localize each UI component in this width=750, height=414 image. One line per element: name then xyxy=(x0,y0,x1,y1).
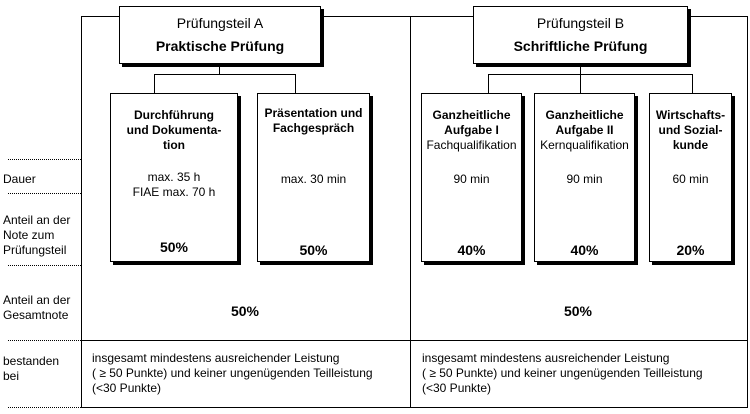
module-share: 40% xyxy=(457,242,486,258)
module-title-line: und Dokumenta- xyxy=(126,123,222,137)
row-label-dauer: Dauer xyxy=(3,172,36,187)
module-aufgabe-2: Ganzheitliche Aufgabe II Kernqualifikati… xyxy=(534,93,635,262)
frame-top-a-right xyxy=(320,16,410,17)
part-b-passing-condition: insgesamt mindestens ausreichender Leist… xyxy=(422,351,703,396)
part-a-subtitle: Praktische Prüfung xyxy=(155,38,285,54)
module-title-line: Ganzheitliche xyxy=(432,108,511,122)
separator-total xyxy=(81,340,748,341)
module-title-line: Ganzheitliche xyxy=(545,108,624,122)
frame-top-b-right xyxy=(688,16,748,17)
separator-dauer xyxy=(8,159,81,160)
module-praesentation: Präsentation und Fachgespräch max. 30 mi… xyxy=(257,93,370,262)
module-title-line: und Sozial- xyxy=(658,123,723,137)
connector-a-left xyxy=(154,74,155,94)
frame-right xyxy=(747,16,748,408)
part-b-header: Prüfungsteil B Schriftliche Prüfung xyxy=(473,6,688,64)
connector-b-bar xyxy=(488,74,693,75)
frame-middle xyxy=(410,16,411,408)
row-label-line: Note zum xyxy=(3,228,55,242)
module-title-line: tion xyxy=(163,138,185,152)
module-title-line: Präsentation und xyxy=(264,106,363,120)
connector-a-bar xyxy=(154,74,296,75)
module-share: 50% xyxy=(159,239,189,255)
frame-top-b-left xyxy=(410,16,473,17)
passing-line: insgesamt mindestens ausreichender Leist… xyxy=(422,351,670,365)
passing-line: insgesamt mindestens ausreichender Leist… xyxy=(92,351,340,365)
module-aufgabe-1: Ganzheitliche Aufgabe I Fachqualifikatio… xyxy=(421,93,522,262)
row-label-line: Anteil an der xyxy=(3,213,71,227)
module-share: 50% xyxy=(299,242,328,258)
module-duration: 90 min xyxy=(566,172,603,186)
row-label-line: Dauer xyxy=(3,172,36,186)
part-b-subtitle: Schriftliche Prüfung xyxy=(513,38,648,54)
module-share: 40% xyxy=(570,242,599,258)
connector-b-right xyxy=(692,74,693,94)
module-wiso: Wirtschafts- und Sozial- kunde 60 min 20… xyxy=(649,93,732,262)
row-label-anteil-gesamt: Anteil an der Gesamtnote xyxy=(3,293,70,323)
row-label-bestanden: bestanden bei xyxy=(3,354,59,384)
module-title-line: Durchführung xyxy=(134,108,214,122)
connector-a-stem xyxy=(219,64,220,74)
module-title-line: Fachgespräch xyxy=(272,121,355,135)
separator-anteil-gesamt xyxy=(8,265,81,266)
connector-b-mid xyxy=(580,74,581,94)
connector-b-left xyxy=(488,74,489,94)
row-label-line: Gesamtnote xyxy=(3,308,69,322)
part-a-header: Prüfungsteil A Praktische Prüfung xyxy=(119,6,321,64)
module-share: 20% xyxy=(676,242,705,258)
module-title-line: kunde xyxy=(672,138,709,152)
module-qualifier: Kernqualifikation xyxy=(540,138,629,152)
separator-bottom xyxy=(81,407,748,408)
part-b-total-share: 50% xyxy=(563,303,593,319)
part-a-passing-condition: insgesamt mindestens ausreichender Leist… xyxy=(92,351,373,396)
separator-anteil-teil xyxy=(8,193,81,194)
connector-b-stem xyxy=(580,64,581,74)
passing-line: ( ≥ 50 Punkte) und keiner ungenügenden T… xyxy=(92,366,373,380)
passing-line: (<30 Punkte) xyxy=(422,381,492,395)
row-label-line: bei xyxy=(3,369,20,383)
separator-bestanden xyxy=(8,340,81,341)
module-duration: max. 30 min xyxy=(280,172,347,186)
frame-left xyxy=(81,16,82,408)
module-title-line: Wirtschafts- xyxy=(655,108,726,122)
module-duration: 90 min xyxy=(453,172,490,186)
row-label-anteil-teil: Anteil an der Note zum Prüfungsteil xyxy=(3,213,70,258)
passing-line: (<30 Punkte) xyxy=(92,381,162,395)
separator-end xyxy=(8,407,81,408)
frame-top-a-left xyxy=(81,16,119,17)
module-title-line: Aufgabe II xyxy=(555,123,614,137)
row-label-line: Prüfungsteil xyxy=(3,243,67,257)
module-duration: max. 35 h xyxy=(147,170,201,184)
part-a-title: Prüfungsteil A xyxy=(176,15,264,31)
row-label-line: Anteil an der xyxy=(3,293,71,307)
connector-a-right xyxy=(295,74,296,94)
module-title-line: Aufgabe I xyxy=(444,123,499,137)
row-label-line: bestanden xyxy=(3,354,60,368)
part-a-total-share: 50% xyxy=(230,303,260,319)
part-b-title: Prüfungsteil B xyxy=(536,15,625,31)
module-durchfuehrung: Durchführung und Dokumenta- tion max. 35… xyxy=(110,93,238,262)
passing-line: ( ≥ 50 Punkte) und keiner ungenügenden T… xyxy=(422,366,703,380)
module-duration: FIAE max. 70 h xyxy=(132,185,216,199)
module-qualifier: Fachqualifikation xyxy=(426,138,517,152)
module-duration: 60 min xyxy=(672,172,709,186)
